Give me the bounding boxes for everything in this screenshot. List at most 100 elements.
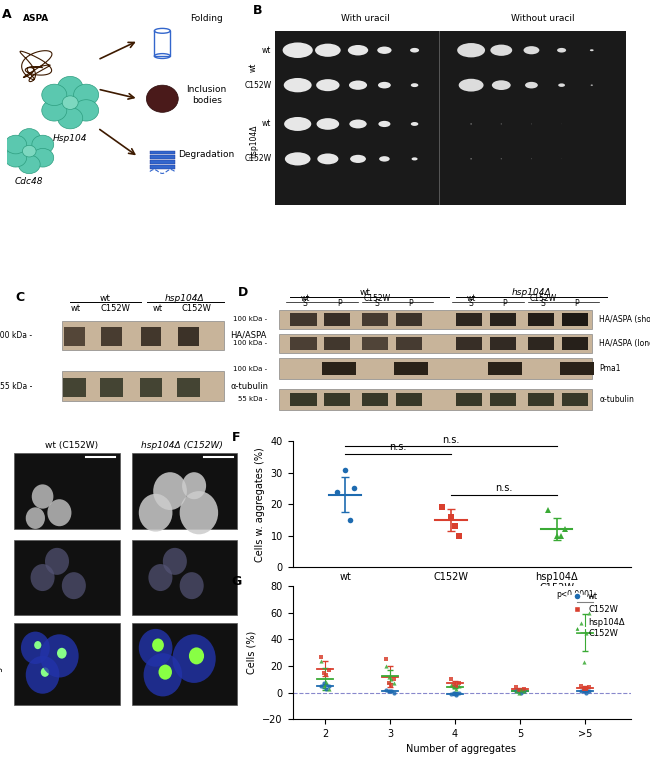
Bar bbox=[324, 393, 350, 406]
Bar bbox=[456, 393, 482, 406]
Circle shape bbox=[558, 84, 565, 87]
Circle shape bbox=[162, 548, 187, 575]
Text: Nuclei (Hoechst): Nuclei (Hoechst) bbox=[0, 543, 2, 613]
Circle shape bbox=[182, 472, 206, 499]
Bar bbox=[562, 313, 588, 326]
Text: P: P bbox=[337, 299, 341, 308]
Circle shape bbox=[22, 145, 36, 157]
Circle shape bbox=[41, 667, 49, 677]
Bar bbox=[324, 313, 350, 326]
Y-axis label: Cells w. aggregates (%): Cells w. aggregates (%) bbox=[255, 447, 265, 562]
Circle shape bbox=[315, 43, 341, 57]
Bar bbox=[396, 393, 422, 406]
Circle shape bbox=[378, 121, 391, 127]
Text: p<0.0001: p<0.0001 bbox=[556, 591, 594, 600]
Bar bbox=[14, 454, 120, 529]
Bar bbox=[140, 378, 162, 396]
Circle shape bbox=[523, 46, 540, 54]
Bar bbox=[150, 165, 175, 169]
Circle shape bbox=[590, 49, 593, 51]
Bar bbox=[560, 362, 593, 375]
Circle shape bbox=[62, 96, 78, 110]
Bar bbox=[324, 336, 350, 350]
Circle shape bbox=[32, 484, 53, 508]
Circle shape bbox=[459, 78, 484, 91]
Bar bbox=[290, 336, 317, 350]
Text: wt: wt bbox=[300, 294, 310, 303]
X-axis label: Number of aggregates: Number of aggregates bbox=[406, 744, 517, 754]
Bar bbox=[528, 313, 554, 326]
Circle shape bbox=[34, 641, 42, 649]
Text: hsp104Δ: hsp104Δ bbox=[512, 288, 551, 298]
Text: Cdc48: Cdc48 bbox=[15, 177, 44, 186]
Text: wt: wt bbox=[71, 304, 81, 314]
Y-axis label: Cells (%): Cells (%) bbox=[247, 631, 257, 674]
Text: B: B bbox=[252, 4, 262, 17]
Circle shape bbox=[377, 46, 391, 54]
Bar bbox=[14, 540, 120, 616]
Text: ASPA: ASPA bbox=[23, 14, 49, 23]
Circle shape bbox=[144, 653, 182, 696]
Circle shape bbox=[58, 107, 83, 129]
Circle shape bbox=[62, 572, 86, 599]
Text: ASPA (GFP): ASPA (GFP) bbox=[0, 463, 2, 511]
Text: A: A bbox=[2, 8, 12, 21]
Text: Hsp104: Hsp104 bbox=[53, 135, 88, 143]
Circle shape bbox=[42, 84, 67, 106]
Circle shape bbox=[73, 84, 99, 106]
Bar bbox=[562, 393, 588, 406]
Circle shape bbox=[284, 78, 311, 92]
Text: S: S bbox=[540, 299, 545, 308]
Bar bbox=[394, 362, 428, 375]
Circle shape bbox=[159, 664, 172, 680]
Text: HA/ASPA (long exp.): HA/ASPA (long exp.) bbox=[599, 339, 650, 348]
Bar bbox=[279, 310, 592, 329]
Circle shape bbox=[317, 154, 339, 164]
Circle shape bbox=[179, 572, 203, 599]
Bar bbox=[100, 378, 123, 396]
Text: Inclusion
bodies: Inclusion bodies bbox=[187, 85, 227, 104]
Circle shape bbox=[317, 118, 339, 130]
Bar bbox=[396, 336, 422, 350]
Text: wt (C152W): wt (C152W) bbox=[45, 441, 98, 450]
Circle shape bbox=[348, 45, 368, 56]
Text: Pma1: Pma1 bbox=[599, 365, 621, 373]
Text: hsp104Δ: hsp104Δ bbox=[164, 294, 204, 303]
Circle shape bbox=[21, 632, 50, 664]
Text: C152W: C152W bbox=[182, 304, 212, 314]
Bar bbox=[456, 313, 482, 326]
Bar bbox=[101, 327, 122, 346]
Text: n.s.: n.s. bbox=[442, 435, 460, 444]
Text: wt: wt bbox=[262, 119, 271, 129]
Text: wt: wt bbox=[360, 288, 371, 298]
Text: hsp104Δ: hsp104Δ bbox=[249, 125, 258, 158]
Bar bbox=[62, 321, 224, 350]
Text: n.s.: n.s. bbox=[495, 483, 512, 493]
Text: P: P bbox=[575, 299, 579, 308]
Circle shape bbox=[172, 635, 216, 683]
Bar bbox=[396, 313, 422, 326]
Circle shape bbox=[179, 491, 218, 534]
Text: P: P bbox=[408, 299, 413, 308]
Bar bbox=[362, 313, 388, 326]
Circle shape bbox=[138, 494, 172, 532]
Bar bbox=[528, 393, 554, 406]
Text: 55 kDa -: 55 kDa - bbox=[238, 396, 268, 403]
Circle shape bbox=[31, 564, 55, 591]
Text: wt: wt bbox=[249, 63, 258, 72]
Bar bbox=[178, 327, 199, 346]
Bar bbox=[362, 336, 388, 350]
Circle shape bbox=[32, 148, 54, 167]
Circle shape bbox=[492, 81, 511, 90]
Text: Degradation: Degradation bbox=[179, 150, 235, 159]
Circle shape bbox=[18, 129, 40, 148]
Text: F: F bbox=[231, 431, 240, 444]
Legend: wt, C152W, hsp104Δ
C152W: wt, C152W, hsp104Δ C152W bbox=[567, 590, 627, 639]
Circle shape bbox=[490, 45, 512, 56]
Bar bbox=[362, 393, 388, 406]
Circle shape bbox=[471, 158, 472, 159]
Circle shape bbox=[316, 79, 339, 91]
Circle shape bbox=[26, 508, 45, 529]
Circle shape bbox=[378, 82, 391, 88]
Bar bbox=[456, 336, 482, 350]
